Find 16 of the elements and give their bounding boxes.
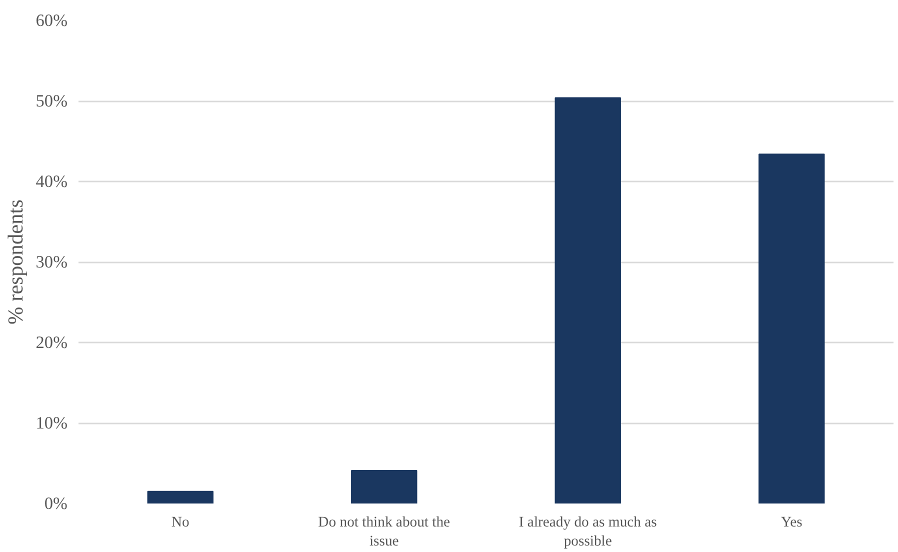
- x-tick-label: No: [171, 514, 190, 530]
- bar: [351, 470, 418, 504]
- y-tick-label: 30%: [36, 252, 68, 272]
- bar: [758, 154, 825, 504]
- y-tick-label: 60%: [36, 11, 68, 30]
- y-tick-label: 0%: [44, 494, 68, 513]
- y-tick-label: 20%: [36, 333, 68, 352]
- x-tick-label: I already do as much as possible: [518, 514, 658, 550]
- y-axis-title: % respondents: [4, 200, 28, 324]
- y-tick-label: 50%: [36, 92, 68, 110]
- y-tick-label: 10%: [36, 414, 68, 432]
- bar: [554, 97, 621, 504]
- y-tick-label: 40%: [36, 172, 68, 191]
- x-tick-label: Yes: [780, 514, 803, 530]
- bar: [147, 490, 214, 504]
- x-tick-label: Do not think about the issue: [318, 514, 450, 550]
